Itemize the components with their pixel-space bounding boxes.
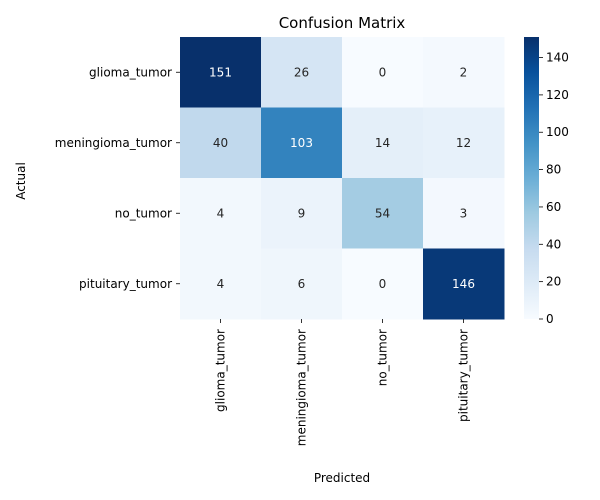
cell-value-r3-c1: 6 (298, 277, 306, 291)
y-tick-label-0: glioma_tumor (89, 65, 172, 79)
heatmap-cell-r1-c2 (342, 107, 424, 179)
cell-value-r0-c3: 2 (460, 65, 468, 79)
colorbar (524, 37, 539, 319)
heatmap-cell-r2-c2 (342, 178, 424, 249)
cell-value-r0-c1: 26 (294, 65, 309, 79)
cell-value-r3-c2: 0 (379, 277, 387, 291)
heatmap-cell-r3-c2 (342, 248, 424, 320)
chart-title: Confusion Matrix (279, 14, 406, 32)
heatmap-cell-r2-c3 (423, 178, 505, 249)
colorbar-tick-label-0: 0 (546, 312, 554, 326)
cell-value-r1-c1: 103 (290, 136, 313, 150)
cell-value-r2-c2: 54 (375, 206, 390, 220)
x-tick-label-1: meningioma_tumor (295, 329, 309, 446)
colorbar-ticks: 0 20 40 60 80 100 120 140 (539, 51, 569, 326)
heatmap-cell-r0-c1 (261, 37, 343, 108)
heatmap-cell-r3-c3 (423, 248, 505, 320)
heatmap-cell-r3-c1 (261, 248, 343, 320)
heatmap-cells (180, 37, 505, 320)
x-axis-ticks: glioma_tumor meningioma_tumor no_tumor pitu… (214, 319, 471, 446)
heatmap-cell-r2-c0 (180, 178, 262, 249)
colorbar-tick-label-2: 40 (546, 237, 561, 251)
cell-value-r1-c3: 12 (456, 136, 471, 150)
heatmap-cell-r0-c3 (423, 37, 505, 108)
cell-value-r3-c3: 146 (452, 277, 475, 291)
cell-value-r2-c3: 3 (460, 206, 468, 220)
cell-value-r0-c0: 151 (209, 65, 232, 79)
heatmap-cell-r3-c0 (180, 248, 262, 320)
y-tick-label-2: no_tumor (115, 206, 172, 220)
colorbar-tick-label-3: 60 (546, 200, 561, 214)
heatmap-cell-labels: 151 26 0 2 40 103 14 12 4 9 54 3 4 6 0 146 (209, 65, 475, 291)
heatmap-cell-r1-c1 (261, 107, 343, 179)
heatmap-cell-r0-c2 (342, 37, 424, 108)
colorbar-tick-label-7: 140 (546, 51, 569, 65)
heatmap-cell-r1-c3 (423, 107, 505, 179)
colorbar-tick-label-4: 80 (546, 163, 561, 177)
x-tick-label-3: pituitary_tumor (457, 329, 471, 422)
x-axis-label: Predicted (314, 471, 370, 485)
colorbar-tick-label-6: 120 (546, 88, 569, 102)
cell-value-r0-c2: 0 (379, 65, 387, 79)
x-tick-label-0: glioma_tumor (214, 329, 228, 412)
heatmap-cell-r0-c0 (180, 37, 262, 108)
cell-value-r1-c2: 14 (375, 136, 390, 150)
y-axis-ticks: glioma_tumor meningioma_tumor no_tumorpitu… (55, 65, 180, 291)
cell-value-r2-c0: 4 (217, 206, 225, 220)
y-axis-label: Actual (14, 162, 28, 200)
heatmap-cell-r1-c0 (180, 107, 262, 179)
x-tick-label-2: no_tumor (376, 329, 390, 386)
cell-value-r3-c0: 4 (217, 277, 225, 291)
y-tick-label-1: meningioma_tumor (55, 136, 172, 150)
cell-value-r2-c1: 9 (298, 206, 306, 220)
colorbar-tick-label-5: 100 (546, 125, 569, 139)
cell-value-r1-c0: 40 (213, 136, 228, 150)
y-tick-label-3: pituitary_tumor (79, 277, 172, 291)
colorbar-tick-label-1: 20 (546, 275, 561, 289)
heatmap-cell-r2-c1 (261, 178, 343, 249)
